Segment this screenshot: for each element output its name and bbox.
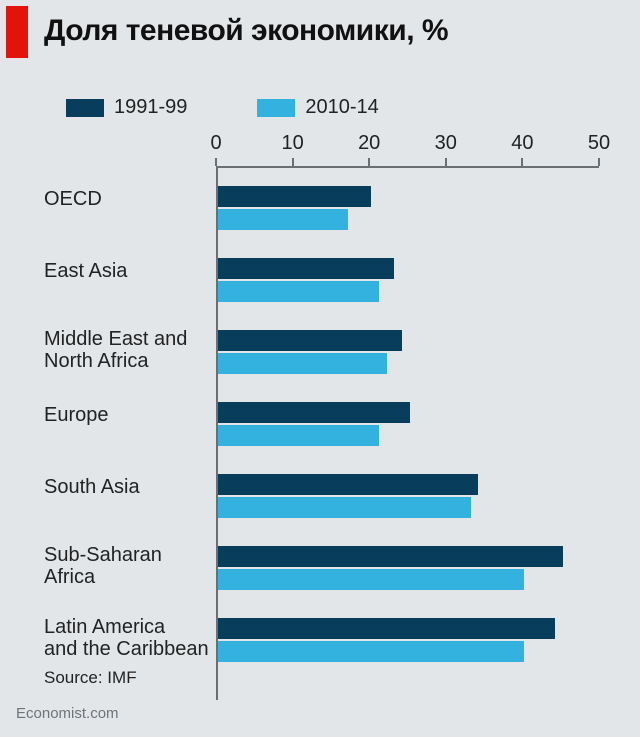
x-tick xyxy=(292,158,294,166)
x-tick-label: 40 xyxy=(511,132,533,155)
legend-item: 1991-99 xyxy=(66,96,187,119)
bar xyxy=(218,186,371,207)
category-label: OECD xyxy=(44,188,102,210)
x-axis xyxy=(216,166,599,168)
legend-swatch-0 xyxy=(66,99,104,117)
bar xyxy=(218,474,478,495)
chart-frame: Доля теневой экономики, % 1991-99 2010-1… xyxy=(6,6,634,726)
bar xyxy=(218,353,387,374)
category-label: South Asia xyxy=(44,476,140,498)
legend-item: 2010-14 xyxy=(257,96,378,119)
x-tick xyxy=(521,158,523,166)
bar xyxy=(218,425,379,446)
bar xyxy=(218,546,563,567)
x-tick xyxy=(368,158,370,166)
bar xyxy=(218,281,379,302)
x-tick-label: 20 xyxy=(358,132,380,155)
category-label: Sub-SaharanAfrica xyxy=(44,544,162,588)
source-label: Source: IMF xyxy=(44,668,137,688)
x-tick-label: 50 xyxy=(588,132,610,155)
bar xyxy=(218,402,410,423)
x-tick-label: 30 xyxy=(435,132,457,155)
bar xyxy=(218,330,402,351)
x-tick xyxy=(215,158,217,166)
accent-block xyxy=(6,6,28,58)
bar xyxy=(218,641,524,662)
legend-swatch-1 xyxy=(257,99,295,117)
x-tick xyxy=(598,158,600,166)
category-label: East Asia xyxy=(44,260,127,282)
watermark: Economist.com xyxy=(16,705,119,722)
chart-title: Доля теневой экономики, % xyxy=(44,14,448,48)
category-label: Europe xyxy=(44,404,109,426)
plot-area: 01020304050OECDEast AsiaMiddle East andN… xyxy=(44,132,599,662)
bar xyxy=(218,569,524,590)
x-tick-label: 10 xyxy=(281,132,303,155)
bar xyxy=(218,258,394,279)
x-tick-label: 0 xyxy=(210,132,221,155)
legend-label-1: 2010-14 xyxy=(305,96,378,119)
legend-label-0: 1991-99 xyxy=(114,96,187,119)
category-label: Middle East andNorth Africa xyxy=(44,328,187,372)
x-tick xyxy=(445,158,447,166)
bar xyxy=(218,497,471,518)
category-label: Latin Americaand the Caribbean xyxy=(44,616,209,660)
bar xyxy=(218,618,555,639)
legend: 1991-99 2010-14 xyxy=(66,96,379,119)
bar xyxy=(218,209,348,230)
